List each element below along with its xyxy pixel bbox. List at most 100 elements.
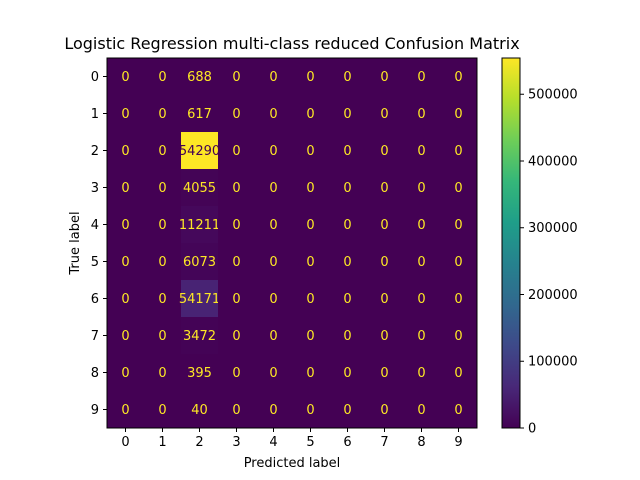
heatmap-cell: [255, 243, 292, 280]
heatmap-cell: [218, 169, 255, 206]
cell-value-label: 0: [121, 107, 129, 122]
heatmap-cell: [329, 132, 366, 169]
cell-value-label: 0: [158, 403, 166, 418]
y-tick-label: 0: [91, 70, 99, 85]
heatmap-cell: [366, 132, 403, 169]
colorbar-tick-label: 200000: [528, 288, 578, 303]
cell-value-label: 0: [454, 366, 462, 381]
heatmap-cell: [255, 169, 292, 206]
cell-value-label: 0: [380, 329, 388, 344]
cell-value-label: 0: [269, 107, 277, 122]
heatmap-cell: [329, 354, 366, 391]
heatmap-cell: [403, 132, 440, 169]
cell-value-label: 0: [158, 181, 166, 196]
cell-value-label: 0: [232, 255, 240, 270]
heatmap-cell: [292, 95, 329, 132]
heatmap-cell: [366, 391, 403, 428]
plot-frame: [106, 57, 478, 429]
heatmap-cell: [144, 243, 181, 280]
colorbar-tick-label: 0: [528, 422, 536, 437]
heatmap-cell: [403, 95, 440, 132]
heatmap-cell: [107, 317, 144, 354]
y-tick-label: 5: [91, 255, 99, 270]
heatmap-cell: [144, 132, 181, 169]
cell-value-label: 0: [269, 218, 277, 233]
x-tick-label: 4: [269, 435, 277, 450]
cell-value-label: 0: [269, 403, 277, 418]
heatmap-cell: [440, 243, 477, 280]
heatmap-cell: [144, 206, 181, 243]
cell-value-label: 0: [269, 366, 277, 381]
x-tick-label: 5: [306, 435, 314, 450]
heatmap-cell: [366, 317, 403, 354]
colorbar-tick-label: 100000: [528, 355, 578, 370]
heatmap-cell: [292, 243, 329, 280]
cell-value-label: 0: [343, 107, 351, 122]
cell-value-label: 0: [269, 329, 277, 344]
colorbar-ticks: 0 100000 200000 300000 400000 500000: [520, 88, 578, 437]
colorbar-tick-label: 400000: [528, 154, 578, 169]
cell-value-label: 0: [269, 255, 277, 270]
cell-value-label: 0: [380, 218, 388, 233]
heatmap-cell: [144, 354, 181, 391]
heatmap-cell: [403, 354, 440, 391]
heatmap-cell: [181, 243, 218, 280]
cell-value-label: 0: [306, 329, 314, 344]
cell-value-label: 0: [158, 366, 166, 381]
cell-value-label: 0: [232, 366, 240, 381]
cell-value-label: 0: [417, 218, 425, 233]
cell-value-label: 0: [121, 70, 129, 85]
cell-value-label: 0: [306, 292, 314, 307]
heatmap-cell: [403, 169, 440, 206]
heatmap-cell: [366, 280, 403, 317]
heatmap-cell: [440, 391, 477, 428]
heatmap-cell: [255, 206, 292, 243]
cell-value-label: 0: [454, 218, 462, 233]
heatmap-cell: [292, 391, 329, 428]
cell-value-label: 0: [417, 255, 425, 270]
y-axis-label: True label: [68, 211, 83, 275]
heatmap-cell: [403, 317, 440, 354]
y-tick-label: 7: [91, 329, 99, 344]
heatmap-cell: [144, 280, 181, 317]
heatmap-cell: [329, 206, 366, 243]
heatmap-cell: [218, 95, 255, 132]
heatmap-cell: [292, 280, 329, 317]
heatmap-cell: [403, 58, 440, 95]
cell-value-label: 0: [232, 403, 240, 418]
x-tick-label: 1: [158, 435, 166, 450]
heatmap-cell: [144, 169, 181, 206]
x-tick-label: 8: [417, 435, 425, 450]
heatmap-cell: [255, 317, 292, 354]
heatmap-cell: [218, 317, 255, 354]
y-axis-ticks: 0 1 2 3 4 5 6 7 8 9: [91, 70, 107, 418]
cell-value-label: 0: [121, 366, 129, 381]
cell-value-label: 0: [343, 329, 351, 344]
cell-value-label: 0: [306, 70, 314, 85]
cell-value-label: 0: [417, 403, 425, 418]
heatmap-cell: [218, 58, 255, 95]
heatmap-cell: [440, 354, 477, 391]
x-tick-label: 6: [343, 435, 351, 450]
heatmap-cell: [366, 354, 403, 391]
cell-value-label: 0: [121, 255, 129, 270]
heatmap-cell: [218, 354, 255, 391]
cell-value-label: 0: [158, 218, 166, 233]
heatmap-cell: [255, 280, 292, 317]
cell-value-label: 0: [306, 403, 314, 418]
heatmap-cell: [218, 391, 255, 428]
heatmap-cell: [403, 206, 440, 243]
heatmap-cell: [366, 58, 403, 95]
heatmap-cell: [366, 206, 403, 243]
heatmap-cell: [144, 391, 181, 428]
heatmap-cell: [440, 280, 477, 317]
heatmap-cell: [218, 280, 255, 317]
cell-value-label: 3472: [183, 329, 216, 344]
cell-value-label: 54290: [179, 144, 220, 159]
colorbar-tick-label: 300000: [528, 221, 578, 236]
cell-value-label: 0: [232, 181, 240, 196]
cell-value-label: 0: [380, 403, 388, 418]
heatmap-cell: [107, 95, 144, 132]
y-tick-label: 1: [91, 107, 99, 122]
